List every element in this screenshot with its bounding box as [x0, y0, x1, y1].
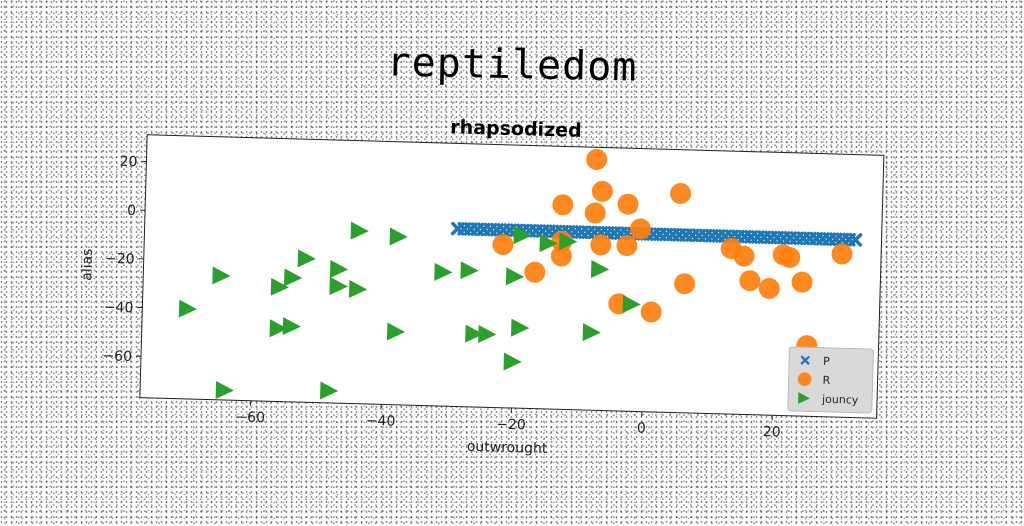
y-axis-label: alias [79, 248, 96, 281]
x-tick-label: 0 [637, 421, 646, 437]
y-tick-label: 0 [127, 203, 136, 219]
legend-label: jouncy [821, 393, 859, 407]
x-tick-label: 20 [763, 424, 781, 440]
legend-label: P [823, 355, 830, 368]
y-tick-label: −20 [105, 251, 135, 268]
legend-label: R [822, 374, 830, 387]
x-tick-label: −60 [235, 409, 265, 426]
x-tick-label: −40 [366, 413, 396, 430]
x-tick-label: −20 [496, 417, 526, 434]
y-tick-label: −60 [102, 348, 132, 365]
chart-title: rhapsodized [450, 116, 582, 142]
y-tick-label: −40 [104, 300, 134, 317]
x-axis-label: outwrought [467, 439, 548, 457]
y-tick-label: 20 [119, 154, 137, 170]
